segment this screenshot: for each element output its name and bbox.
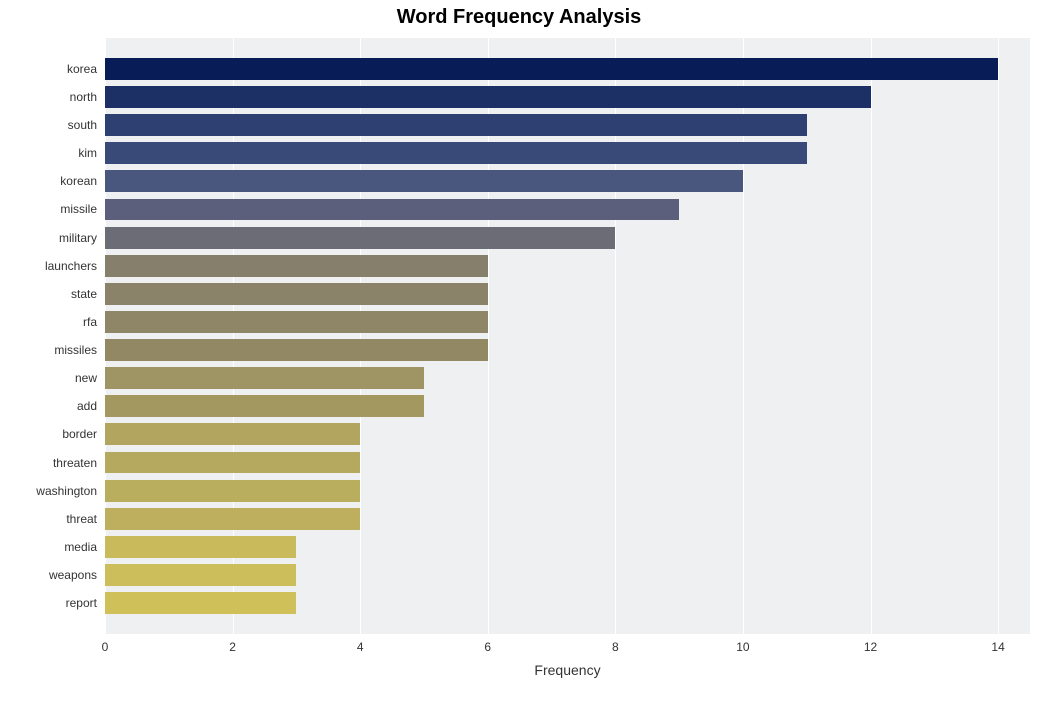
bar-row (105, 367, 1030, 389)
y-tick-label: korean (60, 174, 97, 188)
y-tick-label: new (75, 371, 97, 385)
bar (105, 339, 488, 361)
y-tick-label: military (59, 231, 97, 245)
bar (105, 199, 679, 221)
y-tick-label: missiles (54, 343, 97, 357)
bar (105, 367, 424, 389)
x-tick-label: 0 (102, 640, 109, 654)
bar-row (105, 564, 1030, 586)
y-tick-label: launchers (45, 259, 97, 273)
bar (105, 114, 807, 136)
bar-row (105, 452, 1030, 474)
y-tick-label: north (70, 90, 97, 104)
y-tick-label: media (64, 540, 97, 554)
bar-row (105, 58, 1030, 80)
bar-row (105, 423, 1030, 445)
bar-row (105, 199, 1030, 221)
bars-group (105, 38, 1030, 634)
bar (105, 86, 871, 108)
y-tick-label: add (77, 399, 97, 413)
y-tick-label: kim (78, 146, 97, 160)
bar-row (105, 255, 1030, 277)
bar (105, 452, 360, 474)
y-tick-label: state (71, 287, 97, 301)
bar-row (105, 142, 1030, 164)
chart-title: Word Frequency Analysis (0, 6, 1038, 29)
plot-area (105, 38, 1030, 634)
bar (105, 58, 998, 80)
y-tick-label: missile (60, 202, 97, 216)
y-tick-label: south (68, 118, 97, 132)
bar (105, 423, 360, 445)
bar-row (105, 508, 1030, 530)
bar-row (105, 86, 1030, 108)
bar (105, 508, 360, 530)
x-axis-title: Frequency (105, 662, 1030, 678)
chart-container: Word Frequency Analysis koreanorthsouthk… (0, 0, 1038, 701)
y-tick-label: rfa (83, 315, 97, 329)
bar-row (105, 480, 1030, 502)
y-tick-label: korea (67, 62, 97, 76)
y-tick-label: washington (36, 484, 97, 498)
x-tick-label: 8 (612, 640, 619, 654)
x-tick-label: 2 (229, 640, 236, 654)
x-tick-label: 6 (484, 640, 491, 654)
bar (105, 255, 488, 277)
bar-row (105, 395, 1030, 417)
bar (105, 564, 296, 586)
bar (105, 170, 743, 192)
bar (105, 592, 296, 614)
x-tick-label: 4 (357, 640, 364, 654)
bar (105, 227, 615, 249)
bar-row (105, 536, 1030, 558)
bar-row (105, 283, 1030, 305)
x-tick-label: 14 (991, 640, 1004, 654)
x-axis-labels: 0 2 4 6 8 10 12 14 (105, 640, 1030, 660)
bar-row (105, 114, 1030, 136)
y-axis-labels: korea north south kim korean missile military l… (0, 38, 97, 634)
y-tick-label: weapons (49, 568, 97, 582)
y-tick-label: border (62, 427, 97, 441)
bar-row (105, 592, 1030, 614)
bar (105, 283, 488, 305)
bar (105, 395, 424, 417)
bar-row (105, 339, 1030, 361)
bar (105, 142, 807, 164)
bar-row (105, 311, 1030, 333)
bar (105, 311, 488, 333)
bar (105, 480, 360, 502)
x-tick-label: 10 (736, 640, 749, 654)
y-tick-label: threat (66, 512, 97, 526)
x-tick-label: 12 (864, 640, 877, 654)
y-tick-label: report (66, 596, 97, 610)
bar-row (105, 227, 1030, 249)
bar-row (105, 170, 1030, 192)
y-tick-label: threaten (53, 456, 97, 470)
bar (105, 536, 296, 558)
